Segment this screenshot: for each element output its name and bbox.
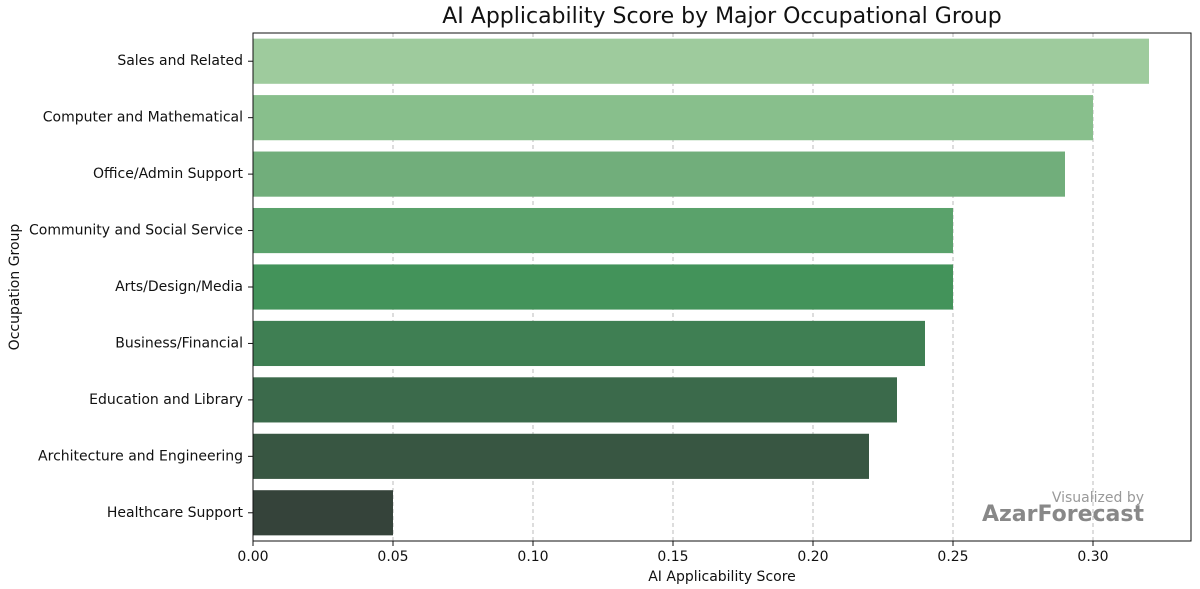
- x-tick-label: 0.10: [517, 549, 548, 565]
- x-axis-label: AI Applicability Score: [648, 569, 796, 585]
- y-tick-label: Education and Library: [89, 392, 243, 408]
- bar: [253, 38, 1149, 84]
- x-tick-label: 0.00: [237, 549, 268, 565]
- watermark-brand: AzarForecast: [982, 502, 1145, 527]
- watermark-caption: Visualized by: [1052, 490, 1144, 506]
- y-tick-label: Sales and Related: [117, 53, 243, 69]
- x-tick-label: 0.20: [797, 549, 828, 565]
- x-tick-label: 0.25: [937, 549, 968, 565]
- bar: [253, 95, 1093, 141]
- bar: [253, 433, 869, 479]
- x-tick-label: 0.30: [1077, 549, 1108, 565]
- y-axis-label: Occupation Group: [7, 224, 23, 351]
- chart-title: AI Applicability Score by Major Occupati…: [442, 4, 1002, 29]
- bar: [253, 264, 953, 310]
- y-tick-label: Healthcare Support: [107, 505, 244, 521]
- x-tick-label: 0.15: [657, 549, 688, 565]
- y-tick-label: Architecture and Engineering: [38, 448, 243, 464]
- y-tick-label: Office/Admin Support: [93, 166, 244, 182]
- y-tick-label: Community and Social Service: [29, 223, 243, 239]
- bar: [253, 151, 1065, 197]
- x-tick-label: 0.05: [377, 549, 408, 565]
- bar: [253, 377, 897, 423]
- plot-frame: [252, 32, 1192, 542]
- bar: [253, 207, 953, 254]
- y-tick-label: Computer and Mathematical: [43, 110, 243, 126]
- y-tick-label: Arts/Design/Media: [115, 279, 243, 295]
- bar: [253, 320, 925, 367]
- y-tick-label: Business/Financial: [115, 335, 243, 351]
- bar: [253, 490, 393, 536]
